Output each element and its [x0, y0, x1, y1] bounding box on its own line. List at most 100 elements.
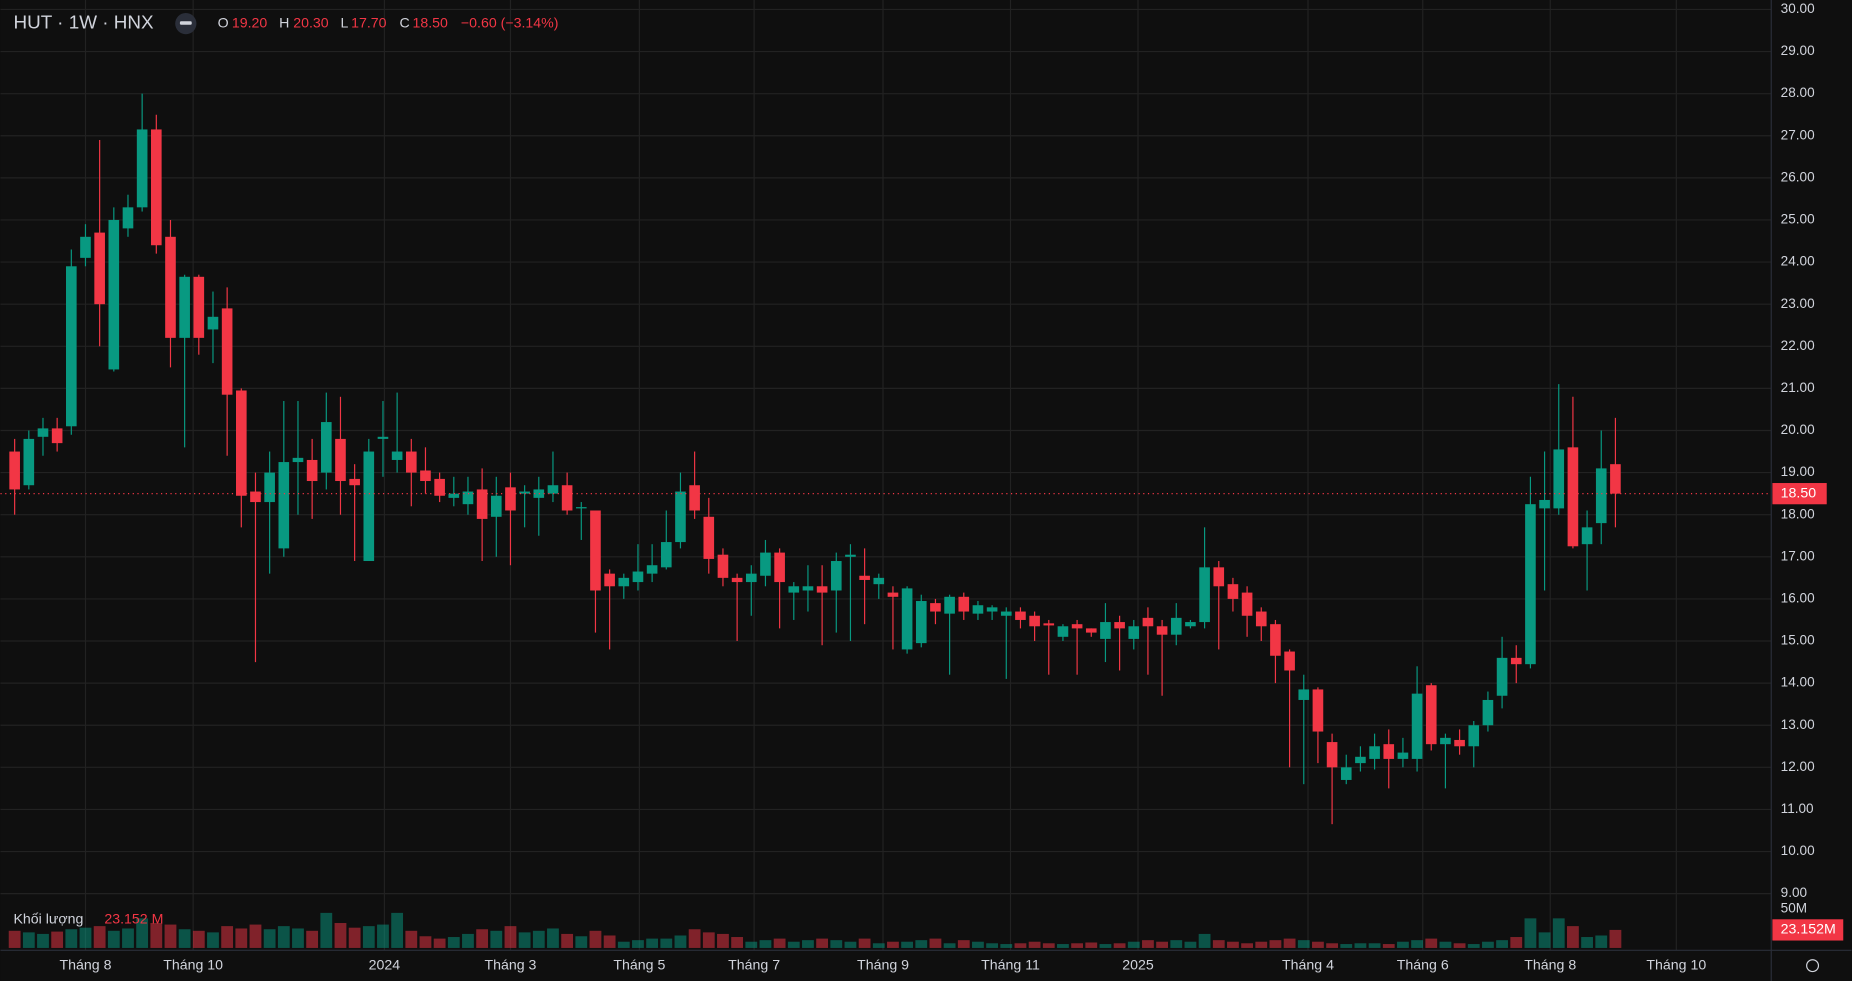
close-value: 18.50	[412, 15, 448, 31]
candle-body	[349, 478, 360, 486]
candle-body	[1539, 499, 1550, 509]
candle-body	[1581, 527, 1593, 545]
volume-bar	[1467, 944, 1480, 948]
y-tick-label: 12.00	[1781, 759, 1815, 774]
volume-bar	[1567, 926, 1579, 948]
candle-body	[533, 489, 545, 498]
candle-body	[1496, 657, 1508, 696]
volume-bar	[320, 912, 333, 948]
volume-bar	[702, 932, 715, 948]
candle-body	[250, 491, 261, 503]
volume-bar	[518, 932, 531, 948]
volume-bar	[1127, 941, 1140, 948]
candle-body	[845, 554, 856, 557]
candles	[9, 93, 1621, 825]
volume-bar	[929, 938, 942, 948]
y-tick-label: 25.00	[1781, 212, 1815, 227]
candle-body	[1100, 622, 1111, 639]
candle-body	[646, 565, 658, 574]
candle-body	[1425, 685, 1437, 745]
x-tick-label: 2025	[1122, 957, 1154, 973]
candle-body	[434, 478, 445, 496]
volume-bar	[1212, 940, 1225, 948]
volume-bar	[476, 929, 489, 948]
candle-body	[122, 207, 134, 229]
candle-body	[221, 308, 233, 395]
volume-bar	[844, 941, 857, 948]
candle-body	[561, 485, 573, 511]
volume-bar	[1241, 943, 1253, 948]
candle-body	[37, 428, 49, 437]
volume-bar	[65, 929, 78, 948]
volume-bar	[674, 935, 687, 948]
candle-body	[490, 495, 502, 517]
candle-body	[23, 438, 35, 486]
volume-bar	[1552, 918, 1565, 948]
volume-bar	[334, 923, 347, 948]
candle-body	[830, 561, 842, 591]
volume-bar	[122, 928, 134, 948]
high-value: 20.30	[293, 15, 329, 31]
volume-bar	[957, 940, 970, 948]
volume-bar	[872, 943, 885, 948]
volume-bar	[1326, 943, 1338, 948]
volume-bar	[731, 937, 744, 948]
candle-body	[207, 316, 219, 330]
volume-bar	[164, 924, 177, 948]
volume-bar	[1170, 940, 1183, 948]
volume-bar	[972, 941, 984, 948]
volume-bar	[575, 936, 588, 948]
volume-bar	[1156, 941, 1169, 948]
volume-bar	[1042, 943, 1055, 948]
volume-tick-label: 50M	[1781, 901, 1807, 916]
volume-bar	[462, 933, 474, 948]
candle-body	[1510, 657, 1522, 665]
collapse-icon	[179, 21, 192, 25]
volume-bar	[8, 930, 21, 948]
volume-bar	[603, 935, 616, 948]
volume-bar	[235, 928, 248, 948]
candle-body	[1454, 739, 1465, 747]
candle-body	[1369, 746, 1380, 759]
candle-body	[1114, 622, 1125, 629]
volume-bar	[773, 938, 786, 948]
y-tick-label: 18.00	[1781, 506, 1815, 521]
volume-bar	[646, 938, 659, 948]
y-tick-label: 10.00	[1781, 843, 1815, 858]
volume-bar	[1198, 933, 1211, 948]
candle-body	[618, 577, 630, 587]
candle-body	[1440, 737, 1451, 745]
volume-bar	[915, 940, 928, 948]
candle-body	[1284, 651, 1295, 671]
volume-bar	[150, 923, 163, 948]
volume-bar	[433, 938, 446, 948]
candle-body	[1015, 611, 1026, 620]
volume-bar	[532, 930, 545, 948]
volume-bar	[1482, 941, 1494, 948]
volume-bar	[1184, 941, 1197, 948]
volume-bar	[249, 924, 262, 948]
volume-bar	[263, 929, 276, 948]
candle-body	[80, 236, 91, 258]
settings-button[interactable]	[1806, 959, 1820, 973]
header: HUT · 1W · HNX O 19.20 H 20.30 L 17.70 C…	[13, 13, 558, 928]
volume-bar	[759, 940, 772, 948]
volume-bar	[490, 930, 503, 948]
candle-body	[1270, 624, 1281, 656]
volume-pane	[8, 912, 1622, 948]
y-tick-label: 29.00	[1781, 43, 1815, 58]
volume-bar	[901, 941, 914, 948]
candle-body	[731, 577, 743, 583]
candle-body	[1128, 626, 1140, 639]
volume-bar	[632, 940, 644, 948]
candle-body	[1567, 447, 1579, 547]
volume-bar	[858, 938, 871, 948]
volume-title: Khối lượng	[13, 911, 83, 927]
volume-bar	[943, 943, 956, 948]
x-tick-label: Tháng 4	[1282, 957, 1334, 973]
candle-body	[802, 586, 814, 591]
volume-bar	[1595, 935, 1608, 948]
candle-body	[1482, 699, 1494, 726]
